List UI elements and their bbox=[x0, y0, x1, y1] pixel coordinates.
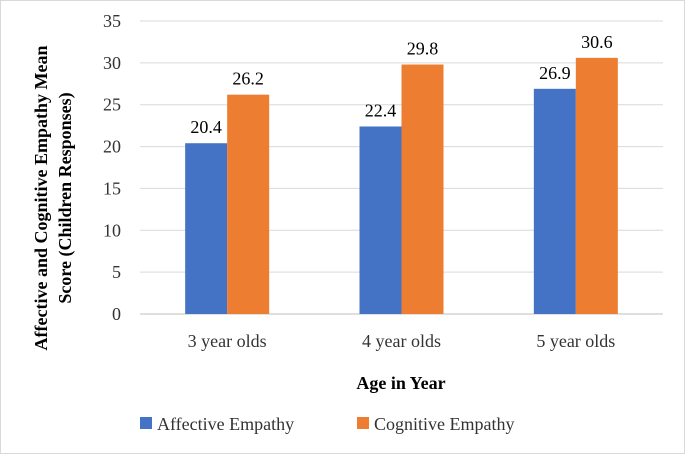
y-tick-label: 0 bbox=[112, 304, 121, 324]
x-tick-label: 5 year olds bbox=[536, 331, 615, 351]
legend: Affective Empathy Cognitive Empathy bbox=[140, 414, 514, 434]
bar-affective bbox=[185, 143, 228, 314]
y-tick-label: 5 bbox=[112, 262, 121, 282]
x-tick-label: 4 year olds bbox=[362, 331, 441, 351]
y-tick-label: 35 bbox=[103, 11, 121, 31]
x-tick-label: 3 year olds bbox=[188, 331, 267, 351]
y-axis-title-line1: Affective and Cognitive Empathy Mean bbox=[31, 46, 51, 351]
bars bbox=[185, 57, 618, 315]
data-label: 22.4 bbox=[365, 100, 397, 120]
bar-cognitive bbox=[401, 64, 444, 314]
y-tick-label: 15 bbox=[103, 178, 121, 198]
y-tick-labels: 0 5 10 15 20 25 30 35 bbox=[103, 11, 121, 324]
bar-affective bbox=[533, 88, 576, 315]
legend-swatch-cognitive bbox=[357, 417, 369, 429]
y-tick-label: 20 bbox=[103, 137, 121, 157]
y-tick-label: 30 bbox=[103, 53, 121, 73]
bar-affective bbox=[359, 126, 402, 314]
legend-label-affective: Affective Empathy bbox=[157, 414, 294, 434]
legend-swatch-affective bbox=[140, 417, 152, 429]
bar-cognitive bbox=[227, 94, 270, 314]
bar-cognitive bbox=[575, 57, 618, 314]
x-axis-title: Age in Year bbox=[356, 373, 445, 393]
y-tick-label: 10 bbox=[103, 220, 121, 240]
data-label: 26.9 bbox=[539, 63, 571, 83]
data-labels: 20.4 26.2 22.4 29.8 26.9 30.6 bbox=[190, 32, 612, 137]
y-tick-label: 25 bbox=[103, 95, 121, 115]
legend-label-cognitive: Cognitive Empathy bbox=[374, 414, 514, 434]
data-label: 29.8 bbox=[407, 39, 439, 59]
data-label: 26.2 bbox=[232, 69, 264, 89]
data-label: 20.4 bbox=[190, 117, 222, 137]
y-axis-title-line2: Score (Children Responses) bbox=[55, 92, 76, 303]
data-label: 30.6 bbox=[581, 32, 613, 52]
x-tick-labels: 3 year olds 4 year olds 5 year olds bbox=[188, 331, 616, 351]
